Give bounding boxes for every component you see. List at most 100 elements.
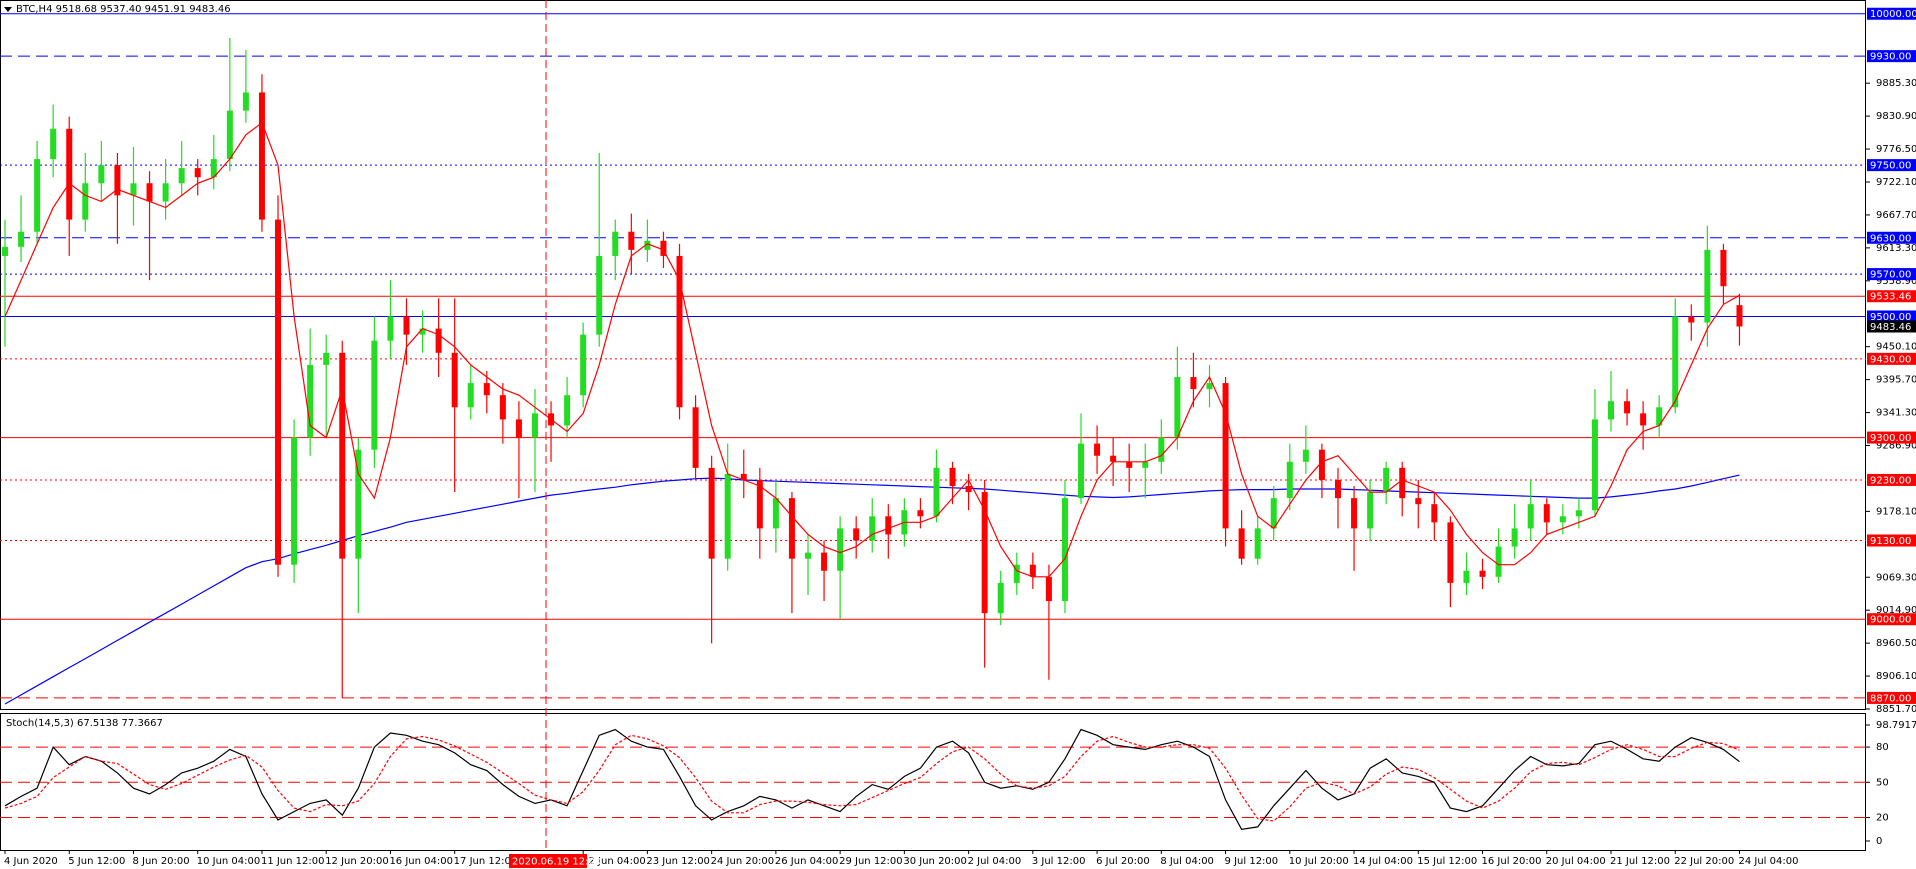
candle-body xyxy=(50,128,57,160)
candle-body xyxy=(1383,467,1390,493)
candle-body xyxy=(1206,383,1213,390)
level-label-box xyxy=(1867,613,1916,626)
candle-body xyxy=(612,231,619,256)
candle-body xyxy=(1656,407,1663,426)
candle-body xyxy=(1094,443,1101,456)
candle-body xyxy=(1110,455,1117,462)
candle-body xyxy=(805,552,811,559)
y-tick-label: 9395.70 xyxy=(1876,375,1916,386)
candle-body xyxy=(323,352,330,365)
x-tick-label: 21 Jul 12:00 xyxy=(1610,856,1670,867)
level-label-box xyxy=(1867,290,1916,303)
stoch-y-tick-label: 98.7917 xyxy=(1876,720,1916,731)
candle-body xyxy=(531,413,538,438)
candle-body xyxy=(1415,498,1422,505)
candle-body xyxy=(1222,383,1229,529)
level-label: 8870.00 xyxy=(1870,693,1911,704)
candle-body xyxy=(1351,498,1358,529)
candle-body xyxy=(885,516,892,535)
x-tick-label: 2 Jul 04:00 xyxy=(968,856,1022,867)
x-tick-label: 11 Jun 12:00 xyxy=(261,856,325,867)
y-tick-label: 9341.30 xyxy=(1876,408,1916,419)
x-tick-label: 16 Jul 20:00 xyxy=(1482,856,1542,867)
candle-body xyxy=(1142,461,1149,468)
crosshair-label-box xyxy=(509,854,587,868)
candle-body xyxy=(1367,492,1374,529)
candle-body xyxy=(1254,528,1261,559)
candle-body xyxy=(1061,498,1068,602)
x-tick-label: 4 Jun 2020 xyxy=(4,856,58,867)
candle-body xyxy=(1495,546,1502,577)
level-label: 9230.00 xyxy=(1870,475,1911,486)
candle-body xyxy=(1045,576,1052,602)
candle-body xyxy=(1624,401,1631,414)
y-tick-label: 9776.50 xyxy=(1876,144,1916,155)
x-tick-label: 20 Jul 04:00 xyxy=(1546,856,1606,867)
candle-body xyxy=(837,528,844,571)
level-label: 9500.00 xyxy=(1870,312,1911,323)
candle-body xyxy=(34,159,41,232)
candle-body xyxy=(1270,498,1277,529)
candle-body xyxy=(869,516,876,541)
candle-body xyxy=(772,498,779,529)
level-label-box xyxy=(1867,231,1916,244)
candle-body xyxy=(1029,564,1036,577)
candle-body xyxy=(1575,510,1582,517)
candle-body xyxy=(1078,443,1085,499)
level-label: 9000.00 xyxy=(1870,615,1911,626)
level-label-box xyxy=(1867,473,1916,486)
candle-body xyxy=(258,92,265,220)
y-tick-label: 9014.90 xyxy=(1876,605,1916,616)
level-label: 9930.00 xyxy=(1870,52,1911,63)
candle-body xyxy=(917,510,924,517)
candle-body xyxy=(515,419,522,438)
candle-body xyxy=(1527,504,1534,529)
candle-body xyxy=(499,395,506,420)
candle-body xyxy=(1511,528,1518,547)
y-tick-label: 9722.10 xyxy=(1876,177,1916,188)
candle-body xyxy=(291,437,298,565)
candle-body xyxy=(756,479,763,529)
candle-body xyxy=(965,486,972,493)
x-tick-label: 5 Jun 12:00 xyxy=(68,856,125,867)
candle-body xyxy=(1334,479,1341,499)
y-tick-label: 9667.70 xyxy=(1876,210,1916,221)
candle-body xyxy=(708,467,715,559)
candle-body xyxy=(82,183,89,220)
candle-body xyxy=(194,168,201,178)
y-tick-label: 9613.30 xyxy=(1876,243,1916,254)
candle-body xyxy=(339,352,346,559)
candle-body xyxy=(1302,449,1309,462)
candle-body xyxy=(1640,413,1647,426)
fast-ma-line xyxy=(4,121,1740,578)
candle-body xyxy=(483,383,490,396)
candle-body xyxy=(66,128,73,220)
level-label-box xyxy=(1867,159,1916,172)
candle-body xyxy=(724,473,731,559)
y-tick-label: 9558.90 xyxy=(1876,276,1916,287)
candle-body xyxy=(580,334,587,396)
candle-body xyxy=(628,231,635,250)
candle-body xyxy=(1190,377,1197,390)
candle-body xyxy=(1399,467,1406,499)
x-tick-label: 24 Jul 04:00 xyxy=(1738,856,1798,867)
level-label: 9750.00 xyxy=(1870,161,1911,172)
candle-body xyxy=(564,395,571,426)
candle-body xyxy=(981,492,988,614)
candle-body xyxy=(1704,249,1711,323)
candle-body xyxy=(226,110,233,160)
candle-body xyxy=(676,255,683,408)
level-label: 9300.00 xyxy=(1870,433,1911,444)
candle-body xyxy=(596,255,603,335)
stoch-y-tick-label: 50 xyxy=(1876,777,1889,788)
stoch-y-tick-label: 0 xyxy=(1876,836,1882,847)
y-tick-label: 8960.50 xyxy=(1876,638,1916,649)
level-label: 9570.00 xyxy=(1870,270,1911,281)
x-tick-label: 29 Jun 12:00 xyxy=(839,856,903,867)
candle-body xyxy=(1013,564,1020,583)
x-tick-label: 10 Jun 04:00 xyxy=(197,856,261,867)
x-tick-label: 26 Jun 04:00 xyxy=(775,856,839,867)
candle-body xyxy=(371,340,378,450)
x-tick-label: 24 Jun 20:00 xyxy=(711,856,775,867)
